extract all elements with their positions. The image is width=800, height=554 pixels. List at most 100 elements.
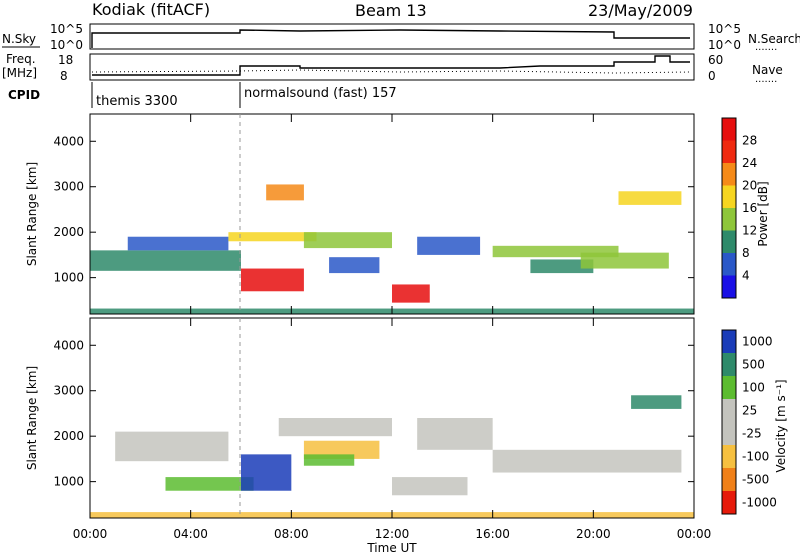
velocity-band-2 — [241, 454, 292, 491]
power-cbar-tick-6: 28 — [742, 134, 757, 148]
freq-hi: 18 — [58, 53, 73, 67]
velocity-cbar-seg-7 — [722, 491, 736, 514]
nave-dots: ....... — [755, 74, 777, 85]
velocity-cbar-label: Velocity [m s⁻¹] — [774, 379, 788, 472]
power-band-10 — [580, 252, 669, 269]
power-cbar-seg-1 — [722, 253, 736, 276]
x-tick-label-1: 04:00 — [173, 527, 208, 541]
velocity-band-0 — [115, 431, 229, 462]
power-band-7 — [417, 236, 481, 255]
power-cbar-seg-2 — [722, 230, 736, 253]
velocity-band-4 — [303, 454, 355, 466]
nsky-line — [91, 29, 690, 48]
freq-panel: Freq. [MHz] 18 8 60 0 Nave ....... — [2, 52, 783, 85]
velocity-cbar-tick-7: -1000 — [742, 496, 777, 510]
velocity-ytick-label-2: 3000 — [53, 384, 84, 398]
velocity-cbar-tick-4: -25 — [742, 427, 762, 441]
velocity-yticks: 1000 2000 3000 4000 — [53, 338, 694, 489]
power-ytick-label-2: 3000 — [53, 180, 84, 194]
x-axis-label: Time UT — [366, 541, 417, 554]
power-band-8 — [492, 245, 619, 258]
velocity-cbar-seg-1 — [722, 353, 736, 376]
nave-label: Nave — [752, 63, 783, 77]
power-cbar-tick-5: 24 — [742, 156, 757, 170]
velocity-cbar-seg-5 — [722, 445, 736, 468]
freq-label-1: Freq. — [6, 52, 36, 66]
velocity-cbar-seg-2 — [722, 376, 736, 399]
velocity-ytick-label-0: 1000 — [53, 475, 84, 489]
velocity-cbar-tick-6: -500 — [742, 473, 769, 487]
power-cbar-seg-6 — [722, 140, 736, 163]
nave-line — [92, 55, 690, 76]
freq-line — [91, 69, 691, 74]
cpid-panel: CPID themis 3300 normalsound (fast) 157 — [8, 82, 397, 109]
velocity-cbar-tick-2: 100 — [742, 381, 765, 395]
cpid-normalsound: normalsound (fast) 157 — [244, 86, 397, 101]
x-tick-label-2: 08:00 — [274, 527, 309, 541]
velocity-cbar-tick-5: -100 — [742, 450, 769, 464]
power-band-9 — [530, 259, 594, 274]
station-title: Kodiak (fitACF) — [92, 0, 210, 19]
x-axis-ticks: 00:00 04:00 08:00 12:00 16:00 20:00 00:00 — [73, 114, 711, 541]
velocity-cbar-seg-0 — [722, 330, 736, 353]
power-cbar-tick-3: 16 — [742, 201, 757, 215]
velocity-cbar-frame — [721, 329, 737, 515]
velocity-band-6 — [417, 418, 493, 450]
power-yticks: 1000 2000 3000 4000 — [53, 134, 694, 285]
noise-right-lo: 10^0 — [708, 38, 741, 52]
velocity-band-9 — [631, 395, 682, 409]
noise-right-hi: 10^5 — [708, 22, 741, 36]
beam-title: Beam 13 — [355, 1, 427, 20]
power-cbar-label: Power [dB] — [756, 181, 770, 246]
power-ylabel: Slant Range [km] — [25, 162, 39, 266]
velocity-ytick-label-3: 4000 — [53, 338, 84, 352]
nsearch-dots: ....... — [755, 42, 777, 53]
velocity-panel: 1000 2000 3000 4000 Slant Range [km] — [25, 317, 695, 519]
x-tick-label-5: 20:00 — [576, 527, 611, 541]
noise-left-lo: 10^0 — [50, 38, 83, 52]
power-band-2 — [228, 232, 317, 242]
velocity-cbar-seg-3 — [722, 399, 736, 422]
power-band-11 — [618, 191, 682, 205]
freq-lo: 8 — [60, 69, 68, 83]
power-band-0 — [90, 250, 241, 271]
velocity-cbar-seg-4 — [722, 422, 736, 445]
power-cbar-tick-2: 12 — [742, 224, 757, 238]
power-cbar-seg-0 — [722, 275, 736, 298]
freq-label-2: [MHz] — [2, 66, 37, 80]
velocity-band-8 — [392, 477, 468, 496]
power-band-5 — [329, 257, 380, 274]
date-title: 23/May/2009 — [588, 1, 693, 20]
velocity-colorbar: 1000 500 100 25 -25 -100 -500 -1000 — [721, 329, 777, 515]
power-ytick-label-0: 1000 — [53, 271, 84, 285]
velocity-band-7 — [492, 449, 682, 473]
velocity-ytick-label-1: 2000 — [53, 429, 84, 443]
power-cbar-seg-3 — [722, 208, 736, 231]
noise-left-hi: 10^5 — [50, 22, 83, 36]
power-band-6 — [392, 284, 430, 303]
velocity-cbar-seg-6 — [722, 468, 736, 491]
power-band-4 — [303, 232, 392, 249]
x-tick-label-0: 00:00 — [73, 527, 108, 541]
power-cbar-frame — [721, 117, 737, 299]
nave-hi: 60 — [708, 53, 723, 67]
cpid-themis: themis 3300 — [96, 94, 178, 109]
nsky-label: N.Sky — [2, 32, 36, 46]
power-cbar-seg-4 — [722, 185, 736, 208]
power-ytick-label-1: 2000 — [53, 225, 84, 239]
power-band-1 — [127, 236, 229, 251]
power-cbar-tick-4: 20 — [742, 179, 757, 193]
power-cbar-tick-1: 8 — [742, 246, 750, 260]
velocity-cbar-tick-3: 25 — [742, 404, 757, 418]
velocity-cbar-tick-1: 500 — [742, 358, 765, 372]
power-cbar-seg-5 — [722, 163, 736, 186]
x-tick-label-3: 12:00 — [375, 527, 410, 541]
cpid-label: CPID — [8, 88, 40, 102]
velocity-band-1 — [165, 477, 254, 491]
power-cbar-seg-7 — [722, 118, 736, 141]
nave-lo: 0 — [708, 69, 716, 83]
power-colorbar: 4 8 12 16 20 24 28 — [721, 117, 757, 299]
power-band-3 — [241, 268, 304, 292]
nsearch-label: N.Search — [748, 32, 800, 46]
